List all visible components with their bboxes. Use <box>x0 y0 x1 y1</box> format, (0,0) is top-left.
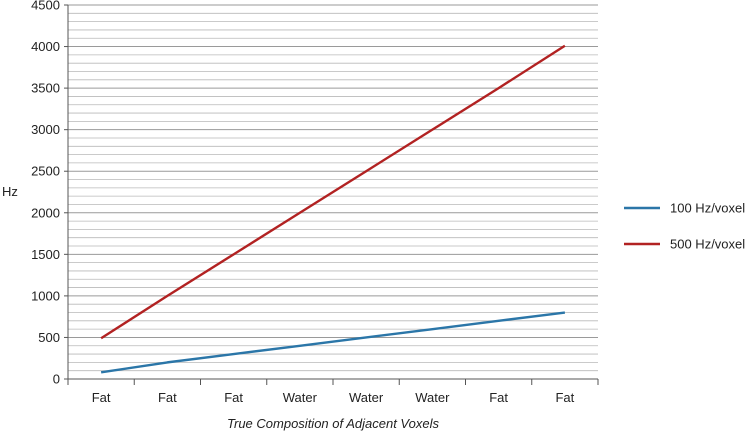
series-line-1 <box>100 311 566 374</box>
series <box>100 44 566 374</box>
x-tick-label: Fat <box>158 390 177 405</box>
x-tick-label: Fat <box>224 390 243 405</box>
legend: 100 Hz/voxel 500 Hz/voxel <box>624 201 745 252</box>
y-tick-label: 4500 <box>31 0 60 13</box>
y-tick-label: 500 <box>38 330 60 345</box>
series-line-2 <box>100 44 566 340</box>
labels: Hz True Composition of Adjacent Voxels 0… <box>2 0 575 431</box>
grid <box>68 4 598 380</box>
axes <box>64 4 599 385</box>
y-axis-title: Hz <box>2 184 18 199</box>
y-tick-label: 2500 <box>31 164 60 179</box>
y-tick-label: 2000 <box>31 205 60 220</box>
x-tick-label: Water <box>283 390 318 405</box>
y-tick-label: 3500 <box>31 81 60 96</box>
y-tick-label: 1000 <box>31 288 60 303</box>
x-tick-label: Fat <box>489 390 508 405</box>
x-tick-label: Fat <box>92 390 111 405</box>
x-tick-label: Water <box>415 390 450 405</box>
y-tick-label: 0 <box>53 372 60 387</box>
y-tick-label: 4000 <box>31 39 60 54</box>
y-tick-label: 3000 <box>31 122 60 137</box>
legend-label: 500 Hz/voxel <box>670 237 745 252</box>
y-tick-label: 1500 <box>31 247 60 262</box>
legend-label: 100 Hz/voxel <box>670 201 745 216</box>
x-axis-title: True Composition of Adjacent Voxels <box>227 416 439 431</box>
x-tick-label: Water <box>349 390 384 405</box>
x-tick-label: Fat <box>555 390 574 405</box>
